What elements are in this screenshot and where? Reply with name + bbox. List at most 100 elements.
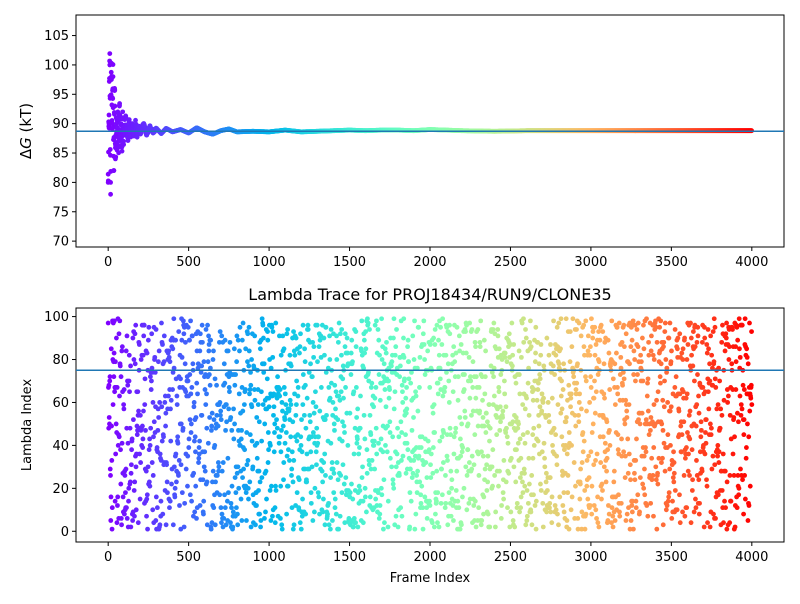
lambda-point	[158, 498, 164, 504]
lambda-point	[581, 322, 587, 328]
lambda-point	[321, 496, 326, 502]
lambda-point	[405, 337, 411, 343]
x-tick-label: 2000	[413, 550, 446, 565]
lambda-point	[166, 348, 172, 354]
lambda-point	[220, 460, 226, 465]
lambda-point	[544, 335, 550, 341]
lambda-point	[547, 500, 553, 506]
lambda-point	[153, 494, 159, 500]
lambda-point	[230, 509, 236, 515]
lambda-point	[397, 374, 403, 380]
lambda-point	[212, 376, 218, 382]
lambda-point	[522, 470, 527, 476]
lambda-point	[222, 380, 228, 386]
lambda-point	[531, 492, 536, 498]
lambda-point	[477, 344, 483, 350]
lambda-point	[222, 505, 228, 511]
lambda-point	[342, 520, 348, 526]
lambda-point	[566, 526, 572, 532]
delta-g-point	[107, 147, 113, 152]
lambda-point	[376, 515, 382, 521]
lambda-point	[579, 526, 585, 532]
lambda-point	[319, 468, 325, 474]
lambda-point	[294, 378, 300, 384]
delta-g-point	[120, 115, 126, 121]
lambda-point	[463, 350, 469, 356]
lambda-point	[332, 496, 338, 502]
lambda-point	[161, 434, 166, 440]
lambda-point	[200, 339, 205, 345]
lambda-point	[343, 385, 348, 390]
lambda-point	[130, 335, 136, 341]
lambda-point	[637, 421, 643, 427]
lambda-point	[304, 479, 310, 485]
lambda-point	[634, 436, 639, 442]
lambda-point	[349, 337, 355, 343]
lambda-point	[445, 361, 451, 367]
lambda-point	[675, 335, 681, 341]
lambda-point	[402, 376, 407, 382]
lambda-point	[542, 455, 547, 461]
lambda-point	[590, 329, 596, 335]
lambda-point	[296, 477, 302, 483]
lambda-point	[694, 458, 699, 463]
lambda-point	[661, 344, 666, 350]
lambda-point	[143, 468, 149, 474]
lambda-trace-title: Lambda Trace for PROJ18434/RUN9/CLONE35	[248, 285, 611, 304]
lambda-point	[482, 391, 488, 397]
lambda-point	[324, 412, 329, 418]
lambda-point	[521, 466, 527, 472]
lambda-point	[254, 503, 259, 508]
lambda-point	[662, 320, 668, 326]
lambda-point	[545, 400, 551, 405]
lambda-point	[578, 466, 584, 472]
lambda-point	[166, 393, 171, 399]
lambda-point	[322, 451, 328, 457]
lambda-point	[245, 485, 251, 491]
lambda-point	[328, 327, 334, 332]
lambda-point	[684, 357, 690, 362]
lambda-point	[712, 462, 718, 468]
lambda-point	[171, 464, 177, 470]
lambda-point	[450, 389, 456, 395]
lambda-point	[741, 417, 747, 423]
lambda-point	[237, 324, 243, 330]
lambda-point	[403, 395, 409, 401]
lambda-point	[331, 490, 337, 496]
lambda-point	[583, 378, 589, 384]
lambda-point	[690, 363, 696, 369]
lambda-point	[254, 455, 260, 461]
lambda-point	[658, 361, 664, 367]
lambda-point	[234, 333, 240, 339]
lambda-point	[451, 518, 456, 523]
lambda-point	[339, 438, 345, 444]
lambda-point	[164, 479, 170, 485]
lambda-point	[215, 460, 221, 465]
lambda-point	[127, 425, 133, 431]
lambda-point	[306, 370, 312, 375]
lambda-point	[313, 389, 318, 395]
lambda-point	[194, 515, 199, 521]
lambda-point	[364, 509, 369, 515]
lambda-point	[554, 324, 560, 330]
lambda-point	[378, 436, 384, 442]
lambda-point	[349, 481, 354, 487]
lambda-point	[421, 318, 427, 324]
lambda-point	[646, 432, 652, 438]
lambda-point	[735, 473, 741, 478]
lambda-point	[748, 382, 754, 388]
lambda-point	[211, 505, 217, 511]
lambda-point	[539, 408, 545, 414]
lambda-point	[615, 391, 621, 397]
lambda-point	[628, 344, 634, 350]
lambda-point	[137, 496, 143, 502]
lambda-point	[148, 374, 153, 380]
lambda-point	[584, 408, 589, 414]
lambda-point	[383, 350, 389, 356]
lambda-point	[180, 425, 186, 431]
lambda-point	[275, 374, 280, 380]
lambda-point	[412, 318, 417, 324]
lambda-point	[170, 387, 175, 392]
lambda-point	[332, 427, 337, 433]
lambda-point	[240, 320, 246, 326]
